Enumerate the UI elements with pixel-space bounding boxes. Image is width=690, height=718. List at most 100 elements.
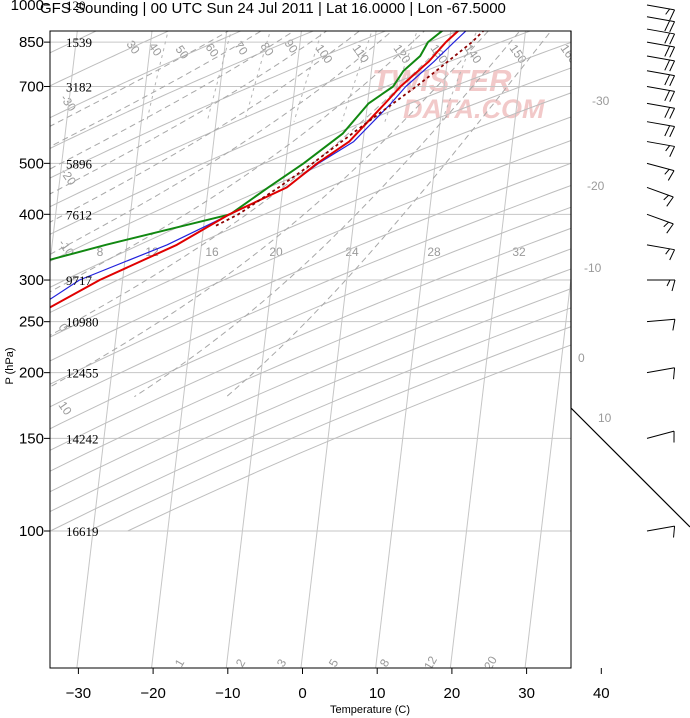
dry-adiabat [50,206,571,430]
dry-adiabat [50,116,571,338]
moist-adiabat [50,31,458,336]
barb-staff [646,28,675,35]
dry-adiabat-label: 70 [232,39,251,58]
isotherm [674,31,690,668]
pressure-tick-1000: 1000 [11,0,44,14]
temp-tick-label: −20 [140,685,165,702]
dry-adiabat [50,307,571,532]
barb-staff [646,55,675,62]
mixing-ratio-label: 3 [274,656,290,669]
moist-adiabat [226,31,552,398]
moist-adiabat [50,31,328,195]
height-label-200: 12455 [66,366,99,381]
barb-flag-full [669,249,676,261]
dry-adiabat [50,248,571,472]
wind-panel-border [570,31,690,528]
pressure-tick-200: 200 [19,365,44,382]
sounding-profiles [50,31,485,309]
mixing-ratio-label: 12 [421,653,440,672]
moist-adiabat-label: 8 [97,245,104,259]
wind-barb [646,55,676,72]
pressure-tick-850: 850 [19,34,44,51]
height-label-1000: 120 [66,0,86,13]
barb-flag-half [666,279,671,287]
barb-flag-half [665,248,671,255]
barb-flag-full [664,90,671,101]
barb-flag-full [664,45,671,57]
temp-tick-label: 0 [298,685,306,702]
barb-flag-full [669,60,676,72]
dry-adiabat [50,162,571,385]
barb-staff [646,141,675,147]
moist-adiabat-label: 28 [427,245,441,259]
barb-flag-full [669,108,676,119]
temp-tick-label: −30 [66,685,91,702]
pressure-tick-700: 700 [19,78,44,95]
barb-flag-full [669,21,676,33]
barb-flag-full [673,526,676,538]
dry-adiabat [50,184,571,408]
wind-barb [646,430,675,443]
wind-barb [647,279,676,292]
mixing-ratio-label: 1 [172,656,188,669]
temp-tick-label: 30 [518,685,535,702]
barb-flag-full [664,107,671,118]
mixing-ratio-line [341,31,373,122]
wind-barb [646,28,676,45]
moist-adiabats [50,31,552,398]
height-label-300: 9717 [66,273,93,288]
barb-flag-full [672,319,676,331]
barb-flag-half [665,8,671,15]
pressure-axis: 100 16619 150 14242 200 12455 250 10980 300 9717 4… [11,0,99,540]
height-label-850: 1539 [66,35,92,50]
wind-barb [646,213,674,234]
barb-flag-full [669,75,676,87]
barb-flag-full [669,9,676,21]
moist-adiabat [50,31,393,255]
barb-staff [646,16,675,23]
barb-staff [646,525,675,532]
barb-staff [646,430,675,439]
height-label-100: 16619 [66,524,99,539]
wind-barb [646,367,676,380]
wind-barb [646,141,676,157]
isotherm [449,31,526,668]
dry-adiabat-label-large: 0 [578,351,585,365]
isotherm-grid [50,31,690,668]
wind-barb [646,102,676,119]
barb-flag-full [666,196,674,207]
wind-barb [646,318,676,331]
moist-adiabat [50,31,295,170]
barb-staff [646,367,675,374]
barb-staff [646,41,675,48]
height-label-700: 3182 [66,79,92,94]
barb-flag-full [669,46,676,58]
pressure-tick-500: 500 [19,155,44,172]
temp-tick-label: 40 [593,685,610,702]
barb-flag-half [664,168,670,175]
moist-adiabat-label: 16 [205,245,219,259]
profile-dewpoint [50,31,444,261]
moist-adiabat [50,31,489,388]
dry-adiabat-label: 160 [558,42,581,67]
isotherm [600,31,675,668]
dry-adiabat [50,92,571,314]
barb-staff [646,318,675,323]
height-label-400: 7612 [66,207,92,222]
wind-barb [646,186,674,207]
watermark: TWISTER DATA.COM [372,63,545,124]
dry-adiabat [50,227,571,451]
dry-adiabat-label-large: -20 [587,179,605,193]
temp-tick-label: 20 [444,685,461,702]
mixing-ratio-line [146,31,169,122]
isotherm [524,274,571,668]
pressure-tick-250: 250 [19,314,44,331]
barb-staff [646,85,675,92]
wind-barb [646,70,676,87]
dry-adiabats [50,31,571,532]
pressure-tick-300: 300 [19,272,44,289]
plot-frame [49,30,572,669]
dry-adiabat-label: 110 [350,42,373,66]
pressure-tick-100: 100 [19,523,44,540]
barb-flag-full [671,279,676,292]
